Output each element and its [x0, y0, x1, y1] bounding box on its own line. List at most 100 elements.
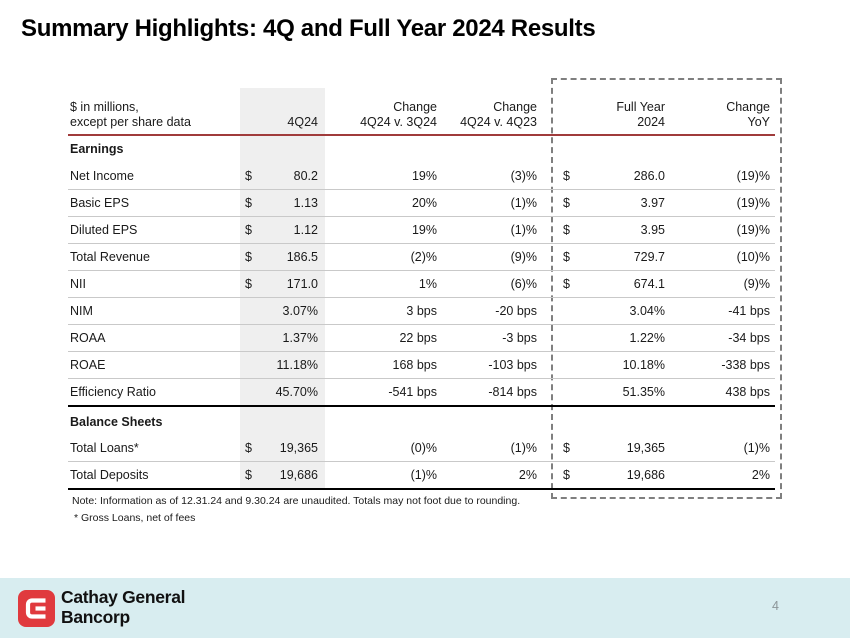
cell-4q24: 19,365: [279, 440, 318, 455]
table-row: Total Revenue $186.5 (2)% (9)% $729.7 (10)%: [68, 243, 775, 270]
cell-change-yoy: -34 bps: [728, 331, 770, 345]
table-row: NII $171.0 1% (6)% $674.1 (9)%: [68, 270, 775, 297]
cell-change-vs-3q24: (1)%: [410, 468, 437, 482]
col-header-line1: [262, 100, 318, 115]
cell-full-year-2024: 51.35%: [622, 385, 665, 399]
col-header-line1: Full Year: [616, 100, 665, 114]
row-label: ROAE: [70, 358, 106, 372]
cell-change-yoy: (9)%: [743, 277, 770, 291]
table-row: Net Income $80.2 19% (3)% $286.0 (19)%: [68, 162, 775, 189]
cell-full-year-2024: 3.97: [640, 196, 665, 210]
cell-4q24: 19,686: [279, 468, 318, 482]
corner-header-line1: $ in millions,: [70, 100, 139, 114]
cell-change-vs-3q24: 1%: [418, 277, 437, 291]
cell-4q24: 1.37%: [282, 331, 318, 345]
table-body: Earnings Net Income $80.2 19% (3)% $286.0 (19)…: [68, 136, 775, 488]
cell-change-vs-4q23: (1)%: [510, 223, 537, 237]
cell-full-year-2024: 3.95: [640, 223, 665, 237]
col-header-4q24: 4Q24: [262, 100, 325, 130]
cell-change-vs-3q24: 3 bps: [406, 304, 437, 318]
cell-change-yoy: 2%: [751, 468, 770, 482]
table-row: Efficiency Ratio 45.70% -541 bps -814 bps 51…: [68, 378, 775, 405]
dollar-sign: $: [245, 168, 252, 183]
dollar-sign: $: [245, 196, 252, 210]
cell-4q24: 3.07%: [282, 304, 318, 318]
col-header-full-year: Full Year 2024: [545, 100, 673, 130]
col-header-change-yoy: Change YoY: [673, 100, 775, 130]
cell-change-vs-4q23: (6)%: [510, 277, 537, 291]
cell-4q24: 171.0: [286, 277, 318, 291]
section-label: Earnings: [70, 142, 124, 156]
section-header-row: Earnings: [68, 136, 775, 162]
cell-full-year-2024: 1.22%: [629, 331, 665, 345]
cell-change-vs-4q23: (3)%: [510, 168, 537, 183]
cell-4q24: 1.13: [293, 196, 318, 210]
col-header-line1: Change: [726, 100, 770, 114]
col-header-line1: Change: [393, 100, 437, 114]
cell-4q24: 80.2: [293, 168, 318, 183]
cell-change-yoy: -338 bps: [721, 358, 770, 372]
table-header-row: $ in millions, except per share data 4Q2…: [68, 88, 775, 136]
dollar-sign: $: [563, 196, 570, 210]
cell-change-vs-3q24: (0)%: [410, 440, 437, 455]
row-label: NII: [70, 277, 86, 291]
dollar-sign: $: [245, 440, 252, 455]
table-footnote: * Gross Loans, net of fees: [74, 512, 196, 524]
cell-change-vs-4q23: -103 bps: [488, 358, 537, 372]
cell-full-year-2024: 19,365: [626, 440, 665, 455]
col-header-line1: Change: [493, 100, 537, 114]
dollar-sign: $: [245, 250, 252, 264]
row-label: Efficiency Ratio: [70, 385, 156, 399]
cell-change-yoy: (19)%: [736, 196, 770, 210]
cell-change-vs-3q24: 19%: [411, 168, 437, 183]
cell-4q24: 1.12: [293, 223, 318, 237]
page-number: 4: [772, 599, 779, 613]
cell-change-vs-4q23: (1)%: [510, 440, 537, 455]
cell-change-vs-3q24: 22 bps: [399, 331, 437, 345]
dollar-sign: $: [563, 168, 570, 183]
cell-change-yoy: -41 bps: [728, 304, 770, 318]
cell-full-year-2024: 3.04%: [629, 304, 665, 318]
corner-header-line2: except per share data: [70, 115, 191, 129]
cell-full-year-2024: 729.7: [633, 250, 665, 264]
dollar-sign: $: [245, 468, 252, 482]
table-row: ROAE 11.18% 168 bps -103 bps 10.18% -338 bps: [68, 351, 775, 378]
cell-4q24: 11.18%: [276, 358, 318, 372]
row-label: Net Income: [70, 168, 134, 183]
table-row: Total Deposits $19,686 (1)% 2% $19,686 2%: [68, 461, 775, 488]
cell-full-year-2024: 674.1: [633, 277, 665, 291]
dollar-sign: $: [245, 277, 252, 291]
col-header-change-y: Change 4Q24 v. 4Q23: [443, 100, 545, 130]
cell-full-year-2024: 10.18%: [622, 358, 665, 372]
full-year-dashed-callout: [551, 78, 782, 499]
dollar-sign: $: [563, 277, 570, 291]
cell-4q24: 45.70%: [275, 385, 318, 399]
row-label: Total Deposits: [70, 468, 149, 482]
cell-change-yoy: (19)%: [736, 168, 770, 183]
cell-change-yoy: (10)%: [736, 250, 770, 264]
cell-change-vs-3q24: (2)%: [410, 250, 437, 264]
company-name-line1: Cathay General: [61, 587, 186, 607]
cell-change-vs-4q23: 2%: [518, 468, 537, 482]
cell-change-yoy: (19)%: [736, 223, 770, 237]
dollar-sign: $: [563, 250, 570, 264]
section-header-row: Balance Sheets: [68, 405, 775, 434]
cell-change-vs-4q23: (1)%: [510, 196, 537, 210]
section-label: Balance Sheets: [70, 414, 163, 429]
row-label: Basic EPS: [70, 196, 130, 210]
cell-4q24: 186.5: [286, 250, 318, 264]
corner-header: $ in millions, except per share data: [68, 100, 262, 130]
table-row: Diluted EPS $1.12 19% (1)% $3.95 (19)%: [68, 216, 775, 243]
cell-full-year-2024: 19,686: [626, 468, 665, 482]
cell-change-vs-3q24: 20%: [411, 196, 437, 210]
cell-change-yoy: (1)%: [743, 440, 770, 455]
footer-bar: Cathay General Bancorp 4: [0, 578, 850, 638]
dollar-sign: $: [563, 468, 570, 482]
cell-change-vs-4q23: -3 bps: [502, 331, 537, 345]
col-header-change-q: Change 4Q24 v. 3Q24: [325, 100, 443, 130]
row-label: Diluted EPS: [70, 223, 138, 237]
col-header-line2: 4Q24 v. 3Q24: [360, 115, 437, 129]
cell-change-yoy: 438 bps: [725, 385, 770, 399]
table-row: Basic EPS $1.13 20% (1)% $3.97 (19)%: [68, 189, 775, 216]
row-label: ROAA: [70, 331, 106, 345]
